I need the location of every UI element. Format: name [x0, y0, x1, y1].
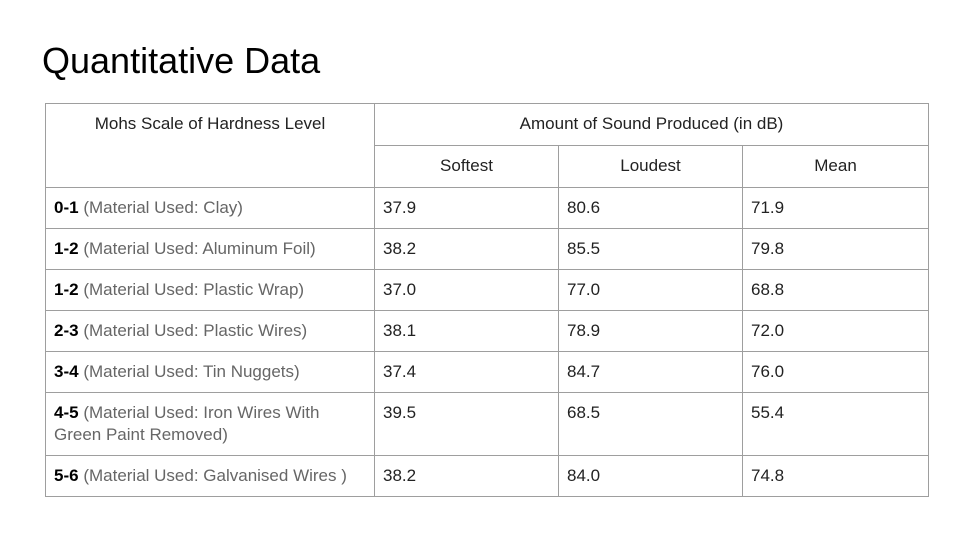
material: (Material Used: Tin Nuggets) — [83, 362, 300, 381]
material: (Material Used: Aluminum Foil) — [83, 239, 316, 258]
hardness-level: 5-6 — [54, 466, 79, 485]
mean-cell: 72.0 — [741, 310, 930, 352]
table-row: 1-2 (Material Used: Aluminum Foil) 38.2 85… — [45, 228, 930, 270]
material: (Material Used: Plastic Wires) — [83, 321, 308, 340]
hardness-cell: 2-3 (Material Used: Plastic Wires) — [45, 310, 375, 352]
hardness-level: 4-5 — [54, 403, 79, 422]
loudest-cell: 78.9 — [558, 310, 743, 352]
material: (Material Used: Iron Wires With Green Pa… — [54, 403, 320, 444]
mean-cell: 68.8 — [741, 269, 930, 311]
loudest-cell: 85.5 — [558, 228, 743, 270]
softest-cell: 37.4 — [374, 351, 559, 393]
hardness-level: 2-3 — [54, 321, 79, 340]
table-row: 0-1 (Material Used: Clay) 37.9 80.6 71.9 — [45, 187, 930, 229]
softest-cell: 38.1 — [374, 310, 559, 352]
table-row: 1-2 (Material Used: Plastic Wrap) 37.0 77.… — [45, 269, 930, 311]
loudest-cell: 84.0 — [558, 455, 743, 497]
header-row: Mohs Scale of Hardness Level Amount of S… — [45, 103, 930, 188]
hardness-cell: 4-5 (Material Used: Iron Wires With Gree… — [45, 392, 375, 456]
mean-cell: 71.9 — [741, 187, 930, 229]
header-cell: Softest — [374, 145, 559, 188]
table-body: 0-1 (Material Used: Clay) 37.9 80.6 71.9 1-2… — [45, 187, 930, 497]
material: (Material Used: Plastic Wrap) — [83, 280, 305, 299]
hardness-cell: 1-2 (Material Used: Aluminum Foil) — [45, 228, 375, 270]
loudest-cell: 68.5 — [558, 392, 743, 456]
material: (Material Used: Galvanised Wires ) — [83, 466, 347, 485]
hardness-level: 1-2 — [54, 239, 79, 258]
mean-cell: 74.8 — [741, 455, 930, 497]
hardness-cell: 1-2 (Material Used: Plastic Wrap) — [45, 269, 375, 311]
header-cell: Loudest — [558, 145, 743, 188]
mean-cell: 55.4 — [741, 392, 930, 456]
softest-cell: 37.9 — [374, 187, 559, 229]
header-row: Softest Loudest Mean — [46, 145, 930, 188]
hardness-cell: 0-1 (Material Used: Clay) — [45, 187, 375, 229]
hardness-cell: 5-6 (Material Used: Galvanised Wires ) — [45, 455, 375, 497]
softest-cell: 38.2 — [374, 228, 559, 270]
loudest-cell: 84.7 — [558, 351, 743, 393]
hardness-cell: 3-4 (Material Used: Tin Nuggets) — [45, 351, 375, 393]
hardness-level: 1-2 — [54, 280, 79, 299]
softest-cell: 37.0 — [374, 269, 559, 311]
table-row: 5-6 (Material Used: Galvanised Wires ) 38… — [45, 455, 930, 497]
header-cell: Mean — [741, 145, 930, 188]
table-row: 4-5 (Material Used: Iron Wires With Gree… — [45, 392, 930, 456]
title: Quantitative Data — [42, 40, 321, 81]
data-table: Mohs Scale of Hardness Level Amount of S… — [45, 103, 930, 497]
header-cell: Mohs Scale of Hardness Level — [45, 103, 375, 188]
mean-cell: 79.8 — [741, 228, 930, 270]
hardness-level: 3-4 — [54, 362, 79, 381]
loudest-cell: 77.0 — [558, 269, 743, 311]
loudest-cell: 80.6 — [558, 187, 743, 229]
table-header: Mohs Scale of Hardness Level Amount of S… — [45, 103, 930, 188]
material: (Material Used: Clay) — [83, 198, 243, 217]
header-cell: Amount of Sound Produced (in dB) — [373, 103, 930, 146]
table-row: 2-3 (Material Used: Plastic Wires) 38.1 78… — [45, 310, 930, 352]
table-row: 3-4 (Material Used: Tin Nuggets) 37.4 84.7… — [45, 351, 930, 393]
hardness-level: 0-1 — [54, 198, 79, 217]
softest-cell: 39.5 — [374, 392, 559, 456]
softest-cell: 38.2 — [374, 455, 559, 497]
mean-cell: 76.0 — [741, 351, 930, 393]
